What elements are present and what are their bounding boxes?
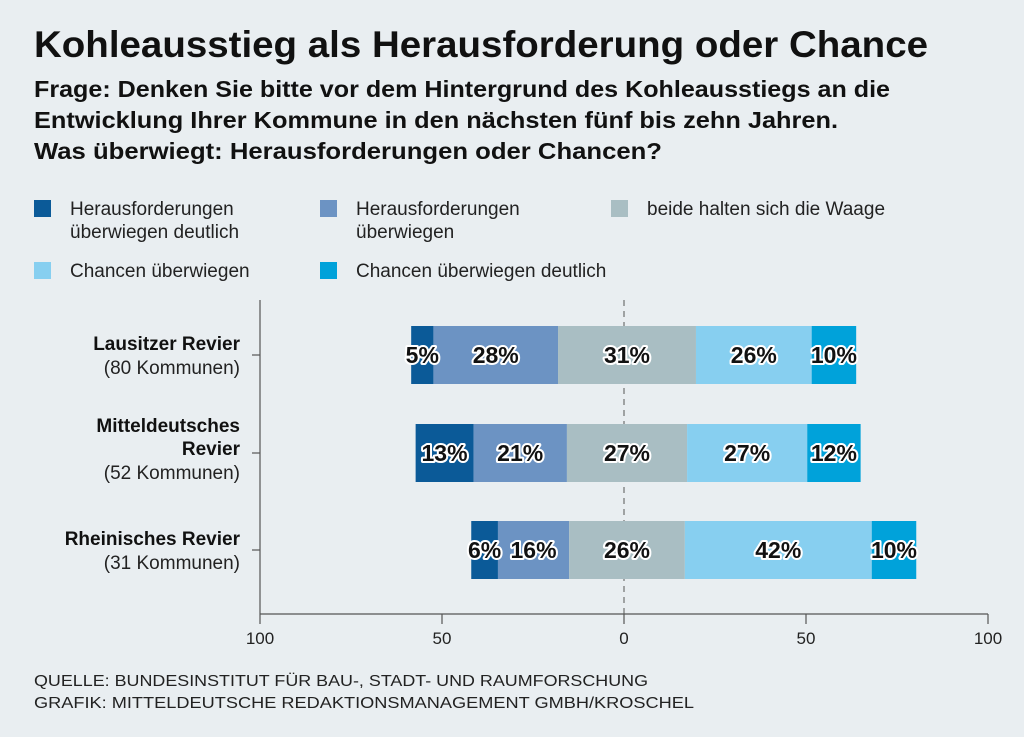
chart-title: Kohleausstieg als Herausforderung oder C… — [34, 24, 928, 65]
bar-segment — [687, 424, 808, 482]
legend-swatch — [611, 200, 628, 217]
data-label: 27% — [724, 440, 770, 466]
x-axis-ticks: 100 50 0 50 100 — [246, 614, 1002, 648]
data-label: 6% — [468, 537, 501, 563]
chart-subtitle-line: Was überwiegt: Herausforderungen oder Ch… — [34, 138, 662, 164]
legend-label: Herausforderungen — [356, 199, 520, 220]
x-tick-label: 0 — [619, 629, 628, 648]
category-count: (80 Kommunen) — [104, 358, 240, 379]
category-label: Rheinisches Revier — [65, 529, 241, 550]
legend-label: Herausforderungen — [70, 199, 234, 220]
legend-label: überwiegen deutlich — [70, 222, 239, 243]
category-count: (52 Kommunen) — [104, 463, 240, 484]
x-tick-label: 50 — [433, 629, 452, 648]
legend-swatch — [34, 200, 51, 217]
bar-segment — [807, 424, 861, 482]
legend-item: Chancen überwiegen — [34, 261, 250, 282]
bar-segment — [411, 326, 434, 384]
x-tick-label: 100 — [246, 629, 274, 648]
data-label: 26% — [604, 537, 650, 563]
data-label: 21% — [497, 440, 543, 466]
bar-row: Rheinisches Revier (31 Kommunen) 6% 16% 26% 4… — [65, 521, 919, 579]
legend-label: beide halten sich die Waage — [647, 199, 885, 220]
bar-segment — [569, 521, 685, 579]
bar-segment — [811, 326, 857, 384]
data-label: 42% — [755, 537, 801, 563]
legend-swatch — [320, 200, 337, 217]
source-note: QUELLE: BUNDESINSTITUT FÜR BAU-, STADT- … — [34, 672, 648, 690]
bar-segment — [566, 424, 688, 482]
chart-subtitle-line: Entwicklung Ihrer Kommune in den nächste… — [34, 107, 838, 133]
data-label: 27% — [604, 440, 650, 466]
bar-segment — [471, 521, 498, 579]
data-label: 16% — [511, 537, 557, 563]
chart-subtitle-line: Frage: Denken Sie bitte vor dem Hintergr… — [34, 76, 890, 102]
legend-swatch — [34, 262, 51, 279]
legend-label: Chancen überwiegen deutlich — [356, 261, 606, 282]
category-label: Mitteldeutsches — [96, 416, 240, 437]
bar-segment — [433, 326, 559, 384]
category-label: Revier — [182, 439, 241, 460]
x-tick-label: 100 — [974, 629, 1002, 648]
data-label: 12% — [811, 440, 857, 466]
data-label: 31% — [604, 342, 650, 368]
bar-segment — [871, 521, 917, 579]
legend-label: Chancen überwiegen — [70, 261, 250, 282]
x-tick-label: 50 — [797, 629, 816, 648]
data-label: 13% — [422, 440, 468, 466]
bar-row: Lausitzer Revier (80 Kommunen) 5% 28% 31% 26%… — [93, 326, 859, 384]
bar-segment — [695, 326, 812, 384]
bar-segment — [684, 521, 872, 579]
bar-segment — [558, 326, 696, 384]
legend-item: Chancen überwiegen deutlich — [320, 261, 606, 282]
legend-swatch — [320, 262, 337, 279]
data-label: 10% — [811, 342, 857, 368]
bar-segment — [497, 521, 570, 579]
bar-segment — [415, 424, 474, 482]
data-label: 28% — [473, 342, 519, 368]
data-label: 5% — [406, 342, 439, 368]
graphic-credit: GRAFIK: MITTELDEUTSCHE REDAKTIONSMANAGEM… — [34, 695, 694, 712]
legend-item: beide halten sich die Waage — [611, 199, 885, 220]
category-label: Lausitzer Revier — [93, 334, 240, 355]
bar-rows: Lausitzer Revier (80 Kommunen) 5% 28% 31% 26%… — [65, 326, 919, 579]
data-label: 10% — [871, 537, 917, 563]
category-count: (31 Kommunen) — [104, 553, 240, 574]
bar-segment — [473, 424, 567, 482]
legend-label: überwiegen — [356, 222, 454, 243]
data-label: 26% — [731, 342, 777, 368]
